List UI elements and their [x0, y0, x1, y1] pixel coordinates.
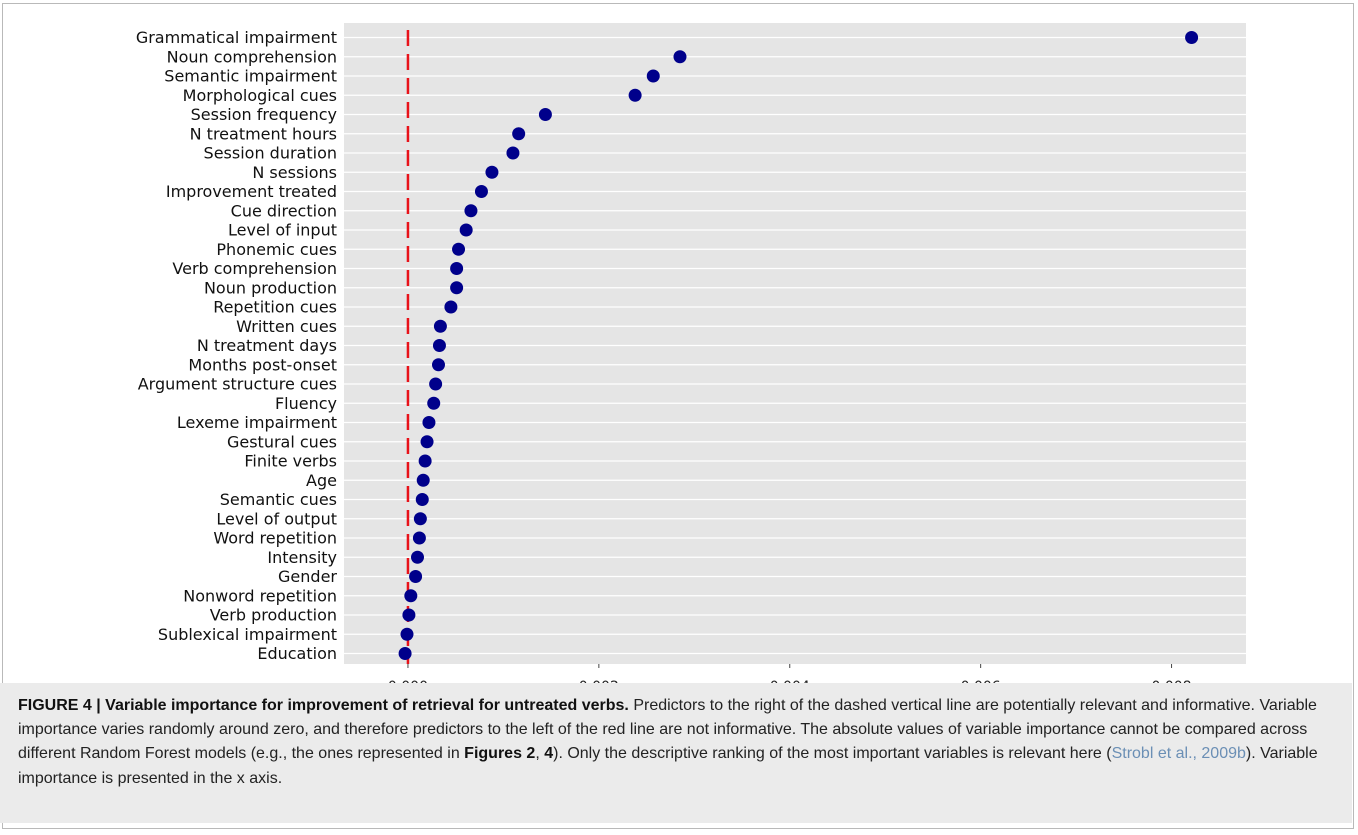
- figure-caption: FIGURE 4 | Variable importance for impro…: [18, 694, 1336, 791]
- figure-caption-box: FIGURE 4 | Variable importance for impro…: [0, 683, 1352, 823]
- caption-sep: ,: [535, 745, 545, 763]
- data-point: [646, 69, 660, 83]
- caption-text-2: ). Only the descriptive ranking of the m…: [553, 745, 1112, 763]
- data-point: [420, 435, 434, 449]
- y-axis-label: Verb production: [210, 606, 337, 625]
- gridlines: [344, 36, 1246, 655]
- data-point: [444, 300, 458, 314]
- data-point: [673, 50, 687, 64]
- y-axis-label: Noun production: [204, 278, 337, 297]
- data-point: [422, 416, 436, 429]
- y-axis-label: N sessions: [252, 163, 337, 182]
- data-point: [416, 473, 430, 487]
- x-axis-ticks: 0.000 0.002 0.004 0.006 0.008: [388, 664, 1192, 683]
- data-point: [398, 647, 412, 660]
- caption-figure-ref-2[interactable]: 4: [544, 745, 554, 763]
- data-point: [459, 223, 473, 237]
- data-point: [512, 127, 526, 141]
- y-axis-label: Semantic impairment: [164, 67, 337, 86]
- data-points: [398, 31, 1199, 660]
- data-point: [429, 377, 443, 391]
- y-axis-label: Lexeme impairment: [177, 413, 337, 432]
- y-axis-label: Sublexical impairment: [158, 625, 337, 644]
- y-axis-label: Written cues: [236, 317, 337, 336]
- y-axis-label: Intensity: [267, 548, 337, 567]
- y-axis-label: Phonemic cues: [216, 240, 337, 259]
- x-tick-label: 0.006: [961, 679, 1001, 683]
- data-point: [404, 589, 418, 603]
- data-point: [1185, 31, 1199, 44]
- caption-title: FIGURE 4 | Variable importance for impro…: [18, 697, 629, 714]
- y-axis-label: Argument structure cues: [138, 375, 337, 394]
- figure-frame: [2, 3, 1354, 829]
- y-axis-label: Repetition cues: [213, 298, 337, 317]
- y-axis-label: Improvement treated: [166, 182, 337, 201]
- y-axis-label: Session frequency: [191, 105, 337, 124]
- y-axis-label: Fluency: [275, 394, 337, 413]
- y-axis-label: Session duration: [204, 144, 337, 163]
- y-axis-label: Grammatical impairment: [136, 28, 337, 47]
- y-axis-label: Cue direction: [231, 201, 337, 220]
- data-point: [418, 454, 432, 468]
- y-axis-label: Level of output: [216, 509, 337, 528]
- y-axis-label: Level of input: [228, 221, 337, 240]
- caption-figures-ref[interactable]: Figures 2: [464, 745, 536, 763]
- data-point: [433, 319, 447, 333]
- caption-text-1: Predictors to the right of the dashed ve…: [18, 697, 1317, 763]
- y-axis-label: N treatment days: [197, 336, 337, 355]
- y-axis-label: Word repetition: [213, 529, 337, 548]
- data-point: [410, 550, 424, 564]
- caption-citation-link[interactable]: Strobl et al., 2009b: [1111, 745, 1246, 763]
- y-axis-label: Education: [257, 644, 337, 663]
- x-tick-label: 0.000: [388, 679, 428, 683]
- y-axis-label: Finite verbs: [244, 452, 337, 471]
- data-point: [506, 146, 520, 160]
- y-axis-label: Gender: [278, 567, 337, 586]
- y-axis-label: Morphological cues: [183, 86, 337, 105]
- y-axis-label: Verb comprehension: [172, 259, 337, 278]
- data-point: [432, 339, 446, 352]
- y-axis-label: Nonword repetition: [183, 586, 337, 605]
- data-point: [402, 608, 416, 622]
- data-point: [400, 627, 414, 641]
- data-point: [464, 204, 478, 218]
- data-point: [415, 493, 429, 506]
- y-axis-label: N treatment hours: [190, 124, 337, 143]
- x-tick-label: 0.002: [579, 679, 619, 683]
- data-point: [474, 185, 488, 198]
- y-axis-label: Months post-onset: [188, 355, 337, 374]
- data-point: [413, 512, 427, 526]
- data-point: [427, 396, 441, 410]
- data-point: [450, 281, 464, 295]
- y-axis-label: Noun comprehension: [167, 47, 337, 66]
- caption-text-3: ). Variable importance is presented in t…: [18, 745, 1318, 787]
- y-axis-label: Semantic cues: [220, 490, 337, 509]
- y-axis-label: Gestural cues: [227, 432, 337, 451]
- x-tick-label: 0.004: [770, 679, 810, 683]
- data-point: [628, 88, 642, 102]
- data-point: [485, 165, 499, 179]
- data-point: [450, 262, 464, 275]
- data-point: [409, 570, 423, 583]
- data-point: [538, 108, 552, 121]
- y-axis-label: Age: [306, 471, 337, 490]
- data-point: [431, 358, 445, 372]
- data-point: [452, 242, 466, 256]
- data-point: [412, 531, 426, 545]
- x-tick-label: 0.008: [1152, 679, 1192, 683]
- plot-panel: [344, 23, 1246, 664]
